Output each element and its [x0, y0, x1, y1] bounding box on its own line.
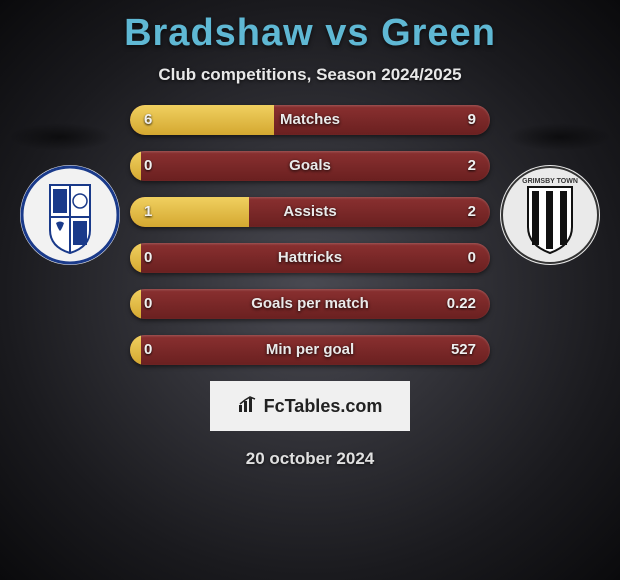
brand-logo[interactable]: FcTables.com: [210, 381, 410, 431]
stat-row: 0Goals per match0.22: [130, 289, 490, 319]
stat-row: 1Assists2: [130, 197, 490, 227]
page-title: Bradshaw vs Green: [0, 0, 620, 55]
stat-value-right: 2: [468, 151, 476, 181]
tranmere-crest-icon: [20, 165, 120, 265]
stat-label: Goals: [130, 151, 490, 181]
page-subtitle: Club competitions, Season 2024/2025: [0, 65, 620, 85]
stat-label: Matches: [130, 105, 490, 135]
stat-label: Min per goal: [130, 335, 490, 365]
comparison-content: GRIMSBY TOWN 6Matches90Goals21Assists20H…: [0, 105, 620, 365]
brand-text: FcTables.com: [264, 396, 383, 417]
stat-label: Hattricks: [130, 243, 490, 273]
svg-text:GRIMSBY TOWN: GRIMSBY TOWN: [522, 178, 578, 185]
crest-shadow-left: [8, 123, 113, 151]
team-crest-left: [20, 165, 120, 265]
stat-row: 0Hattricks0: [130, 243, 490, 273]
team-crest-right: GRIMSBY TOWN: [500, 165, 600, 265]
stat-value-right: 0.22: [447, 289, 476, 319]
stat-label: Goals per match: [130, 289, 490, 319]
footer-date: 20 october 2024: [0, 449, 620, 469]
stat-value-right: 527: [451, 335, 476, 365]
stat-value-right: 2: [468, 197, 476, 227]
stat-label: Assists: [130, 197, 490, 227]
stat-row: 0Goals2: [130, 151, 490, 181]
stat-value-right: 0: [468, 243, 476, 273]
chart-icon: [238, 395, 258, 418]
stat-row: 0Min per goal527: [130, 335, 490, 365]
grimsby-crest-icon: GRIMSBY TOWN: [500, 165, 600, 265]
stat-bars-container: 6Matches90Goals21Assists20Hattricks00Goa…: [130, 105, 490, 365]
crest-shadow-right: [507, 123, 612, 151]
stat-row: 6Matches9: [130, 105, 490, 135]
stat-value-right: 9: [468, 105, 476, 135]
